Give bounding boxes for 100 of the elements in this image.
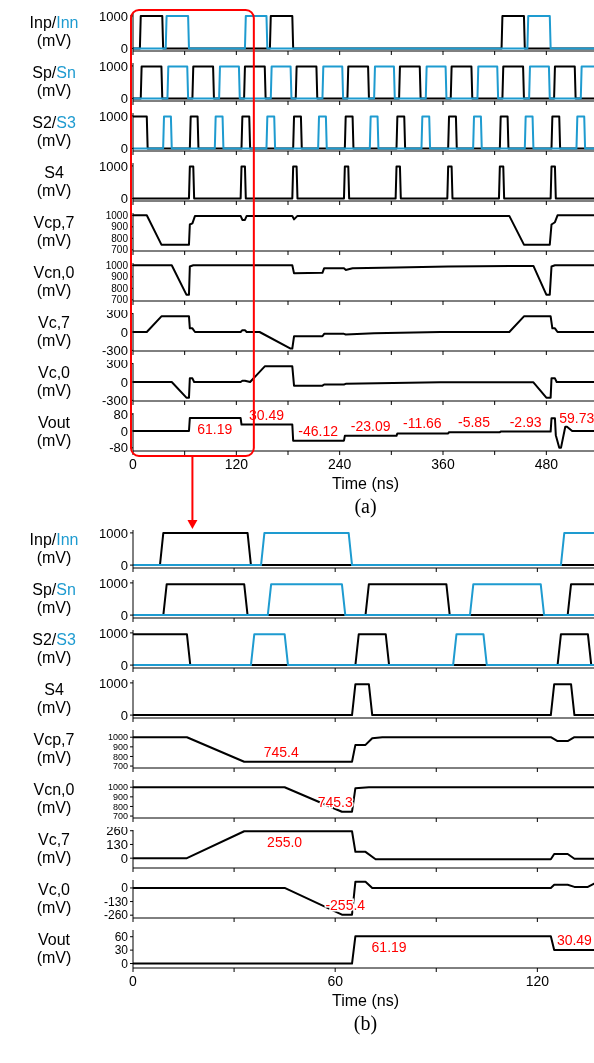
y-tick-label: 800: [111, 232, 129, 244]
x-tick-label: 120: [224, 456, 249, 472]
text: Vcn,0: [33, 781, 75, 798]
y-tick-label: 900: [111, 221, 129, 233]
y-tick-label: 800: [111, 282, 129, 294]
y-tick-label: -80: [109, 440, 128, 456]
y-tick-label: 1000: [99, 675, 128, 691]
y-axis-title: (mV): [36, 332, 72, 350]
y-axis-title: (mV): [36, 599, 72, 617]
text: Vc,0: [37, 881, 70, 898]
y-axis-title: (mV): [36, 799, 72, 817]
annotation: -23.09: [350, 417, 391, 434]
x-tick-label: 360: [431, 456, 455, 472]
text: Inn: [56, 531, 79, 548]
y-axis-title: (mV): [36, 432, 72, 450]
text: Vc,0: [37, 364, 70, 381]
y-tick-label: 30: [114, 943, 129, 958]
y-axis-title: (mV): [36, 849, 72, 867]
x-tick-label: 120: [525, 973, 550, 989]
y-tick-label: 0: [120, 657, 128, 673]
y-axis-title: (mV): [36, 649, 72, 667]
text: Inn: [56, 14, 79, 31]
y-axis-title: (mV): [36, 549, 72, 567]
y-tick-label: -260: [103, 908, 129, 923]
y-tick-label: 0: [120, 324, 128, 340]
y-axis-title: (mV): [36, 949, 72, 967]
y-tick-label: 1000: [99, 625, 128, 641]
y-axis-title: (mV): [36, 749, 72, 767]
y-tick-label: 0: [120, 374, 128, 390]
y-tick-label: 1000: [99, 8, 128, 24]
y-tick-label: 300: [106, 306, 128, 322]
text: Vcp,7: [33, 214, 75, 231]
text: Vc,7: [37, 831, 70, 848]
x-axis-title: Time (ns): [331, 991, 400, 1011]
y-tick-label: 260: [106, 823, 128, 839]
y-tick-label: 0: [120, 141, 128, 157]
y-tick-label: -300: [101, 343, 128, 358]
annotation: 59.73: [559, 410, 594, 427]
text: Vout: [37, 931, 71, 948]
y-tick-label: 1000: [99, 108, 128, 124]
x-axis-title: Time (ns): [331, 474, 400, 494]
y-tick-label: 80: [113, 406, 128, 422]
y-tick-label: 0: [120, 191, 128, 207]
text: S4: [44, 681, 64, 698]
annotation: 255.0: [267, 834, 303, 851]
text: Vcp,7: [33, 731, 75, 748]
text: S3: [56, 631, 76, 648]
y-tick-label: 900: [111, 271, 129, 283]
y-tick-label: 0: [120, 423, 128, 439]
annotation: -2.93: [509, 413, 542, 430]
annotation: 745.3: [317, 793, 353, 810]
annotation: -11.66: [403, 415, 442, 432]
y-axis-title: (mV): [36, 132, 72, 150]
y-axis-title: (mV): [36, 182, 72, 200]
text: S4: [44, 164, 64, 181]
y-tick-label: -300: [101, 393, 128, 408]
text: S2/: [32, 631, 57, 648]
x-tick-label: 240: [327, 456, 352, 472]
text: S3: [56, 114, 76, 131]
x-tick-label: 60: [327, 973, 344, 989]
text: Vout: [37, 414, 71, 431]
y-tick-label: 800: [112, 801, 128, 812]
y-tick-label: 0: [120, 41, 128, 57]
text: Inp/: [29, 531, 57, 548]
y-tick-label: 0: [120, 607, 128, 623]
annotation: -5.85: [458, 414, 491, 431]
y-tick-label: 1000: [105, 209, 129, 221]
y-tick-label: 300: [106, 356, 128, 372]
y-axis-title: (mV): [36, 899, 72, 917]
y-tick-label: 0: [121, 956, 129, 971]
y-tick-label: 0: [121, 881, 129, 896]
y-tick-label: 1000: [105, 259, 129, 271]
text: Inp/: [29, 14, 57, 31]
text: (a): [353, 494, 378, 518]
y-tick-label: 0: [120, 707, 128, 723]
y-tick-label: 1000: [99, 575, 128, 591]
annotation: 61.19: [371, 939, 407, 956]
y-tick-label: -130: [103, 894, 129, 909]
y-axis-title: (mV): [36, 32, 72, 50]
text: Vc,7: [37, 314, 70, 331]
text: Sp/: [32, 64, 57, 81]
y-tick-label: 0: [120, 850, 128, 866]
y-tick-label: 60: [114, 929, 129, 944]
y-axis-title: (mV): [36, 282, 72, 300]
text: Sp/: [32, 581, 57, 598]
annotation: 745.4: [263, 743, 299, 760]
y-tick-label: 0: [120, 91, 128, 107]
y-tick-label: 1000: [107, 782, 128, 793]
y-tick-label: 700: [112, 811, 128, 822]
y-tick-label: 0: [120, 557, 128, 573]
y-axis-title: (mV): [36, 82, 72, 100]
text: Sn: [56, 581, 76, 598]
y-tick-label: 1000: [99, 525, 128, 541]
y-axis-title: (mV): [36, 699, 72, 717]
y-tick-label: 700: [111, 294, 129, 306]
y-tick-label: 700: [112, 761, 128, 772]
y-tick-label: 800: [112, 751, 128, 762]
annotation: 30.49: [556, 931, 593, 948]
y-axis-title: (mV): [36, 232, 72, 250]
y-tick-label: 1000: [99, 58, 128, 74]
